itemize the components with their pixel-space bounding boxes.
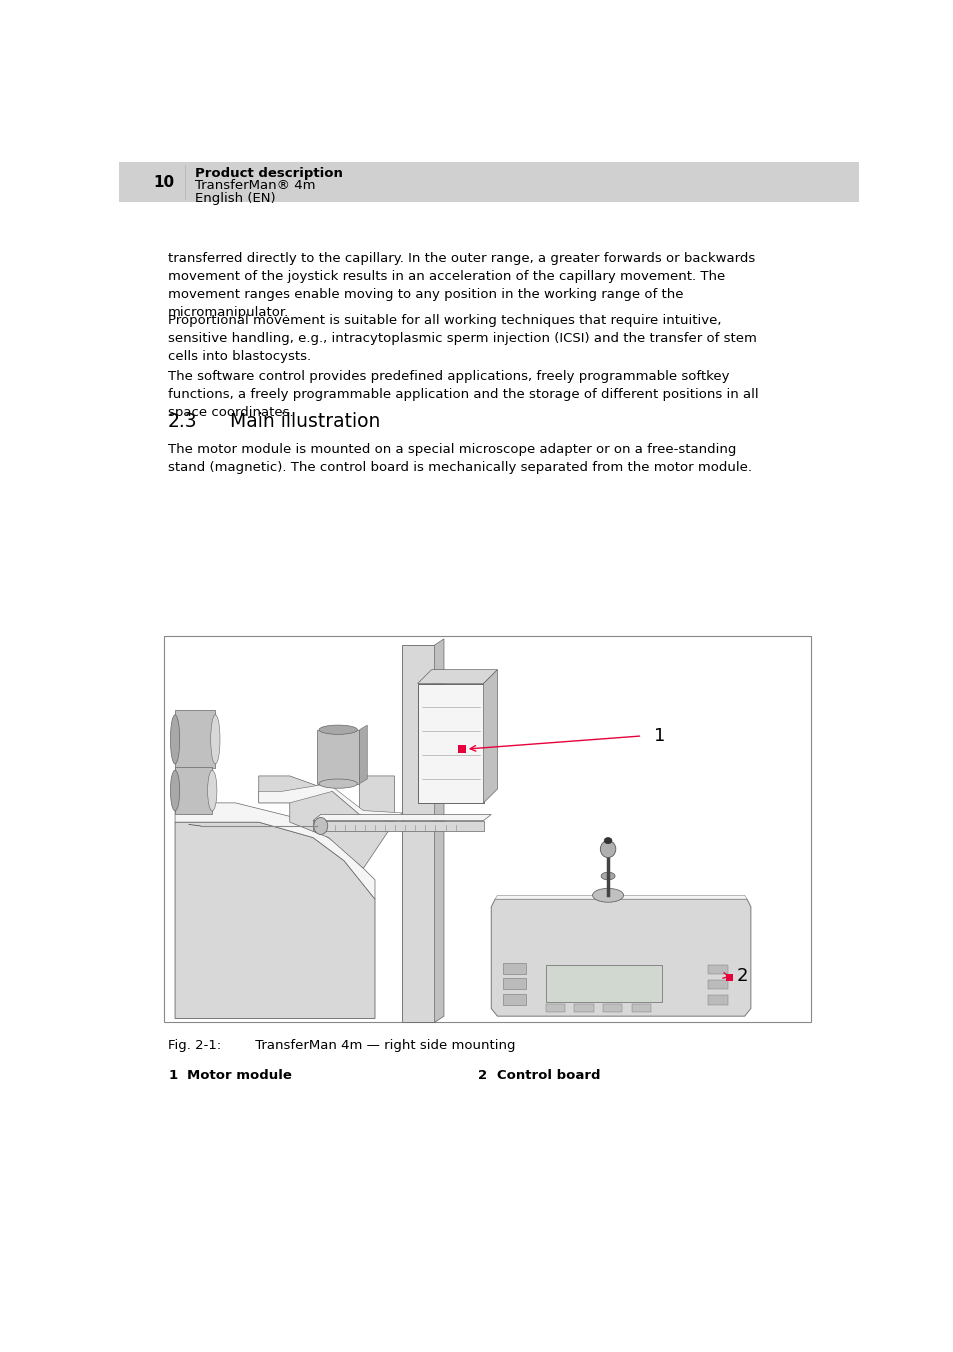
- Polygon shape: [174, 803, 375, 899]
- Ellipse shape: [603, 837, 611, 844]
- Bar: [119, 162, 858, 203]
- Polygon shape: [402, 645, 435, 1022]
- Polygon shape: [359, 725, 367, 784]
- Text: 1: 1: [654, 727, 664, 745]
- Polygon shape: [545, 1003, 564, 1011]
- Polygon shape: [174, 767, 212, 814]
- Polygon shape: [502, 979, 525, 990]
- Text: The software control provides predefined applications, freely programmable softk: The software control provides predefined…: [168, 370, 758, 419]
- Text: 10: 10: [153, 174, 174, 189]
- Text: English (EN): English (EN): [195, 192, 275, 206]
- Polygon shape: [631, 1003, 650, 1011]
- Text: Product description: Product description: [195, 166, 343, 180]
- Ellipse shape: [211, 715, 220, 764]
- Polygon shape: [417, 669, 497, 684]
- Polygon shape: [707, 995, 727, 1005]
- Text: Main illustration: Main illustration: [230, 412, 380, 431]
- Polygon shape: [313, 821, 483, 831]
- Text: 2: 2: [477, 1068, 487, 1082]
- Polygon shape: [602, 1003, 621, 1011]
- Polygon shape: [545, 965, 661, 1002]
- Polygon shape: [483, 669, 497, 803]
- Polygon shape: [574, 1003, 593, 1011]
- Text: The motor module is mounted on a special microscope adapter or on a free-standin: The motor module is mounted on a special…: [168, 442, 751, 473]
- Polygon shape: [491, 899, 750, 1017]
- Text: 2.3: 2.3: [168, 412, 197, 431]
- Text: Motor module: Motor module: [187, 1068, 292, 1082]
- Ellipse shape: [599, 841, 616, 857]
- Polygon shape: [313, 814, 491, 821]
- Text: 2: 2: [736, 968, 748, 986]
- Ellipse shape: [171, 771, 179, 811]
- Text: Fig. 2-1:        TransferMan 4m — right side mounting: Fig. 2-1: TransferMan 4m — right side mo…: [168, 1040, 515, 1052]
- Ellipse shape: [208, 771, 216, 811]
- Ellipse shape: [318, 725, 357, 734]
- Bar: [458, 745, 465, 753]
- Text: transferred directly to the capillary. In the outer range, a greater forwards or: transferred directly to the capillary. I…: [168, 253, 755, 319]
- Ellipse shape: [600, 872, 615, 880]
- Ellipse shape: [318, 779, 357, 788]
- Polygon shape: [258, 776, 394, 868]
- Bar: [725, 975, 732, 982]
- Text: Control board: Control board: [497, 1068, 600, 1082]
- Bar: [164, 635, 810, 1022]
- Polygon shape: [174, 711, 215, 768]
- Polygon shape: [174, 822, 375, 1018]
- Polygon shape: [707, 980, 727, 990]
- Ellipse shape: [592, 888, 623, 902]
- Polygon shape: [502, 994, 525, 1005]
- Text: 1: 1: [168, 1068, 177, 1082]
- Polygon shape: [417, 684, 483, 803]
- Ellipse shape: [314, 818, 328, 834]
- Polygon shape: [258, 784, 402, 822]
- Polygon shape: [316, 730, 359, 784]
- Polygon shape: [502, 963, 525, 973]
- Ellipse shape: [171, 715, 179, 764]
- Text: TransferMan® 4m: TransferMan® 4m: [195, 180, 315, 192]
- Polygon shape: [495, 895, 746, 899]
- Polygon shape: [435, 639, 443, 1022]
- Text: Proportional movement is suitable for all working techniques that require intuit: Proportional movement is suitable for al…: [168, 314, 756, 362]
- Polygon shape: [707, 964, 727, 973]
